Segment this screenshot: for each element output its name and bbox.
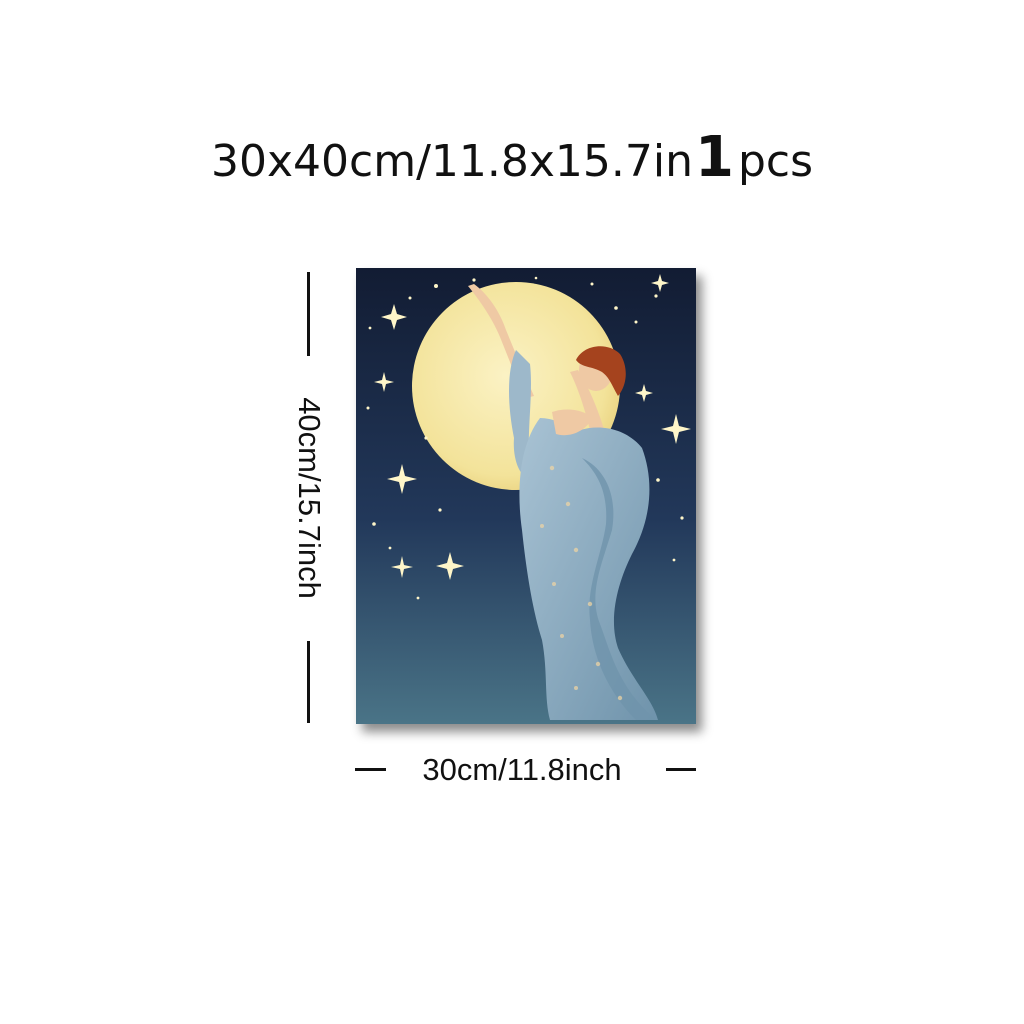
height-dimension-line-top (307, 272, 310, 356)
canvas-print (356, 268, 696, 724)
width-dimension-line-right (666, 768, 696, 771)
quantity-unit: pcs (737, 136, 813, 187)
height-dimension-line-bottom (307, 641, 310, 723)
dress-star-pattern (540, 465, 623, 701)
quantity-number: 1 (694, 125, 734, 190)
moon-lady-figure (468, 284, 658, 720)
size-text: 30x40cm/11.8x15.7in (211, 136, 693, 187)
stars (366, 274, 691, 600)
product-size-title: 30x40cm/11.8x15.7in1pcs (0, 128, 1024, 192)
moon-lady-artwork (356, 268, 696, 724)
width-dimension-label: 30cm/11.8inch (422, 752, 622, 787)
height-dimension-label: 40cm/15.7inch (292, 397, 327, 599)
width-dimension-line-left (355, 768, 386, 771)
